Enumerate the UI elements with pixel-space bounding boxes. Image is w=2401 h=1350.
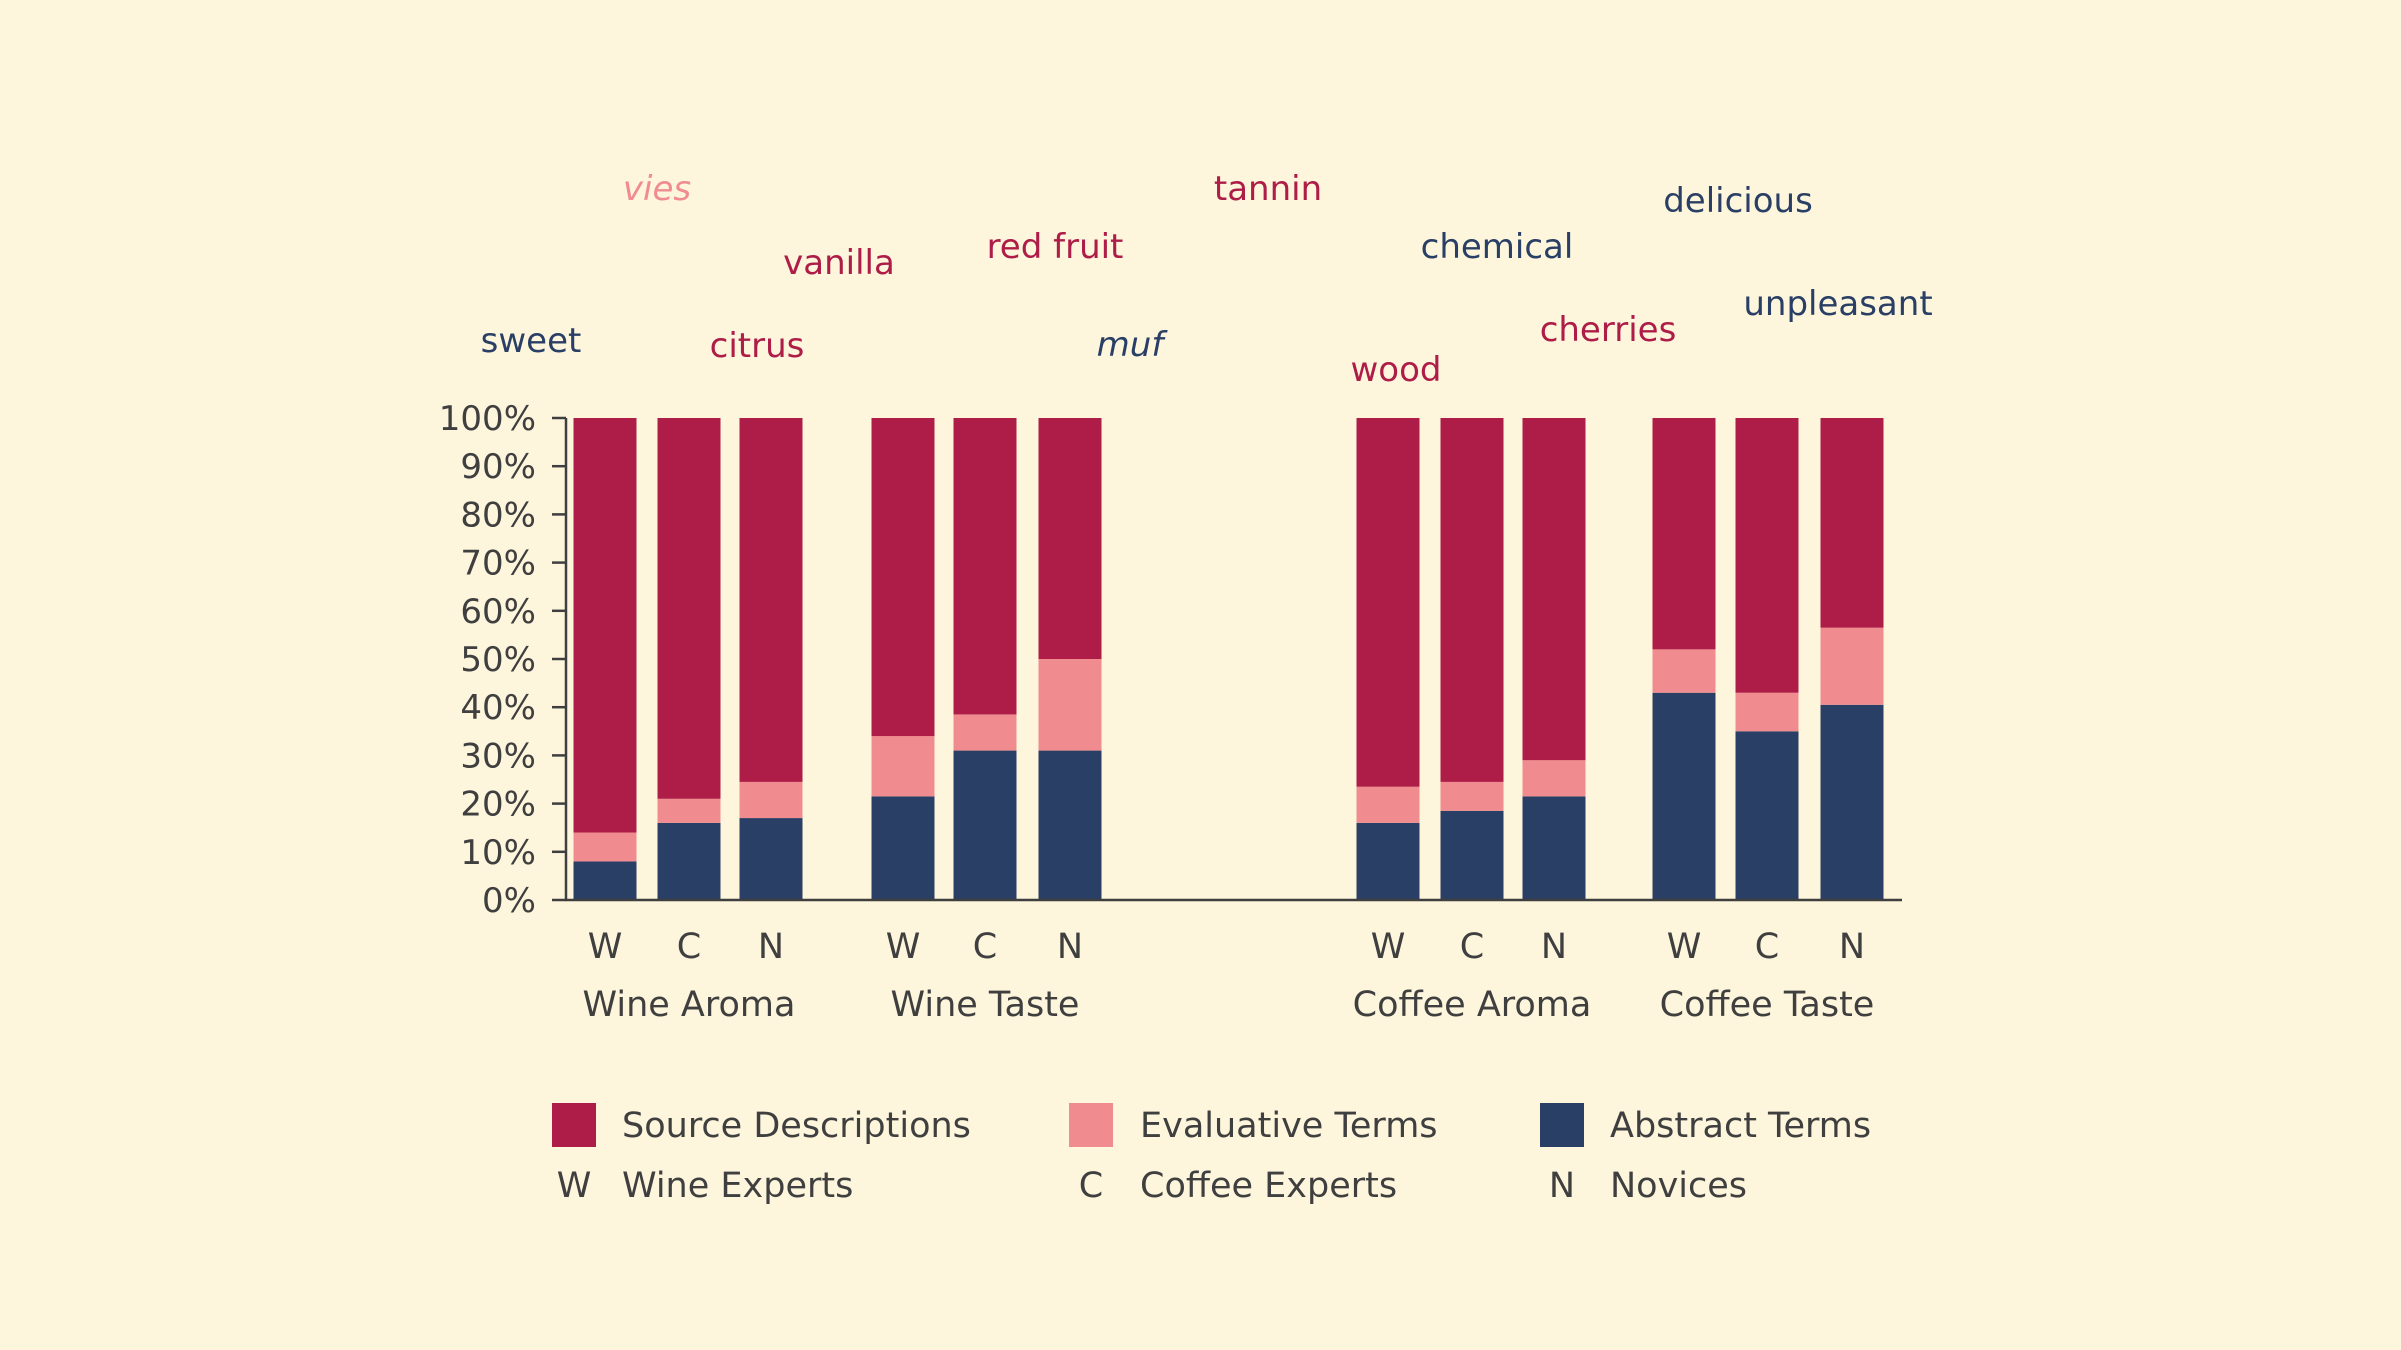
bar-segment-abstract-terms (1820, 704, 1884, 900)
x-tick-label: N (1057, 927, 1083, 967)
legend-label: Source Descriptions (622, 1106, 971, 1146)
bar-segment-source-descriptions (871, 418, 935, 737)
y-tick-label: 10% (460, 833, 536, 873)
x-tick-label: N (1839, 927, 1865, 967)
word-annotation: red fruit (987, 227, 1124, 267)
bar-segment-abstract-terms (953, 750, 1017, 900)
group-label: Coffee Aroma (1353, 985, 1592, 1025)
legend-swatch (1540, 1103, 1584, 1147)
legend-key: C (1079, 1166, 1103, 1206)
bar-segment-abstract-terms (1038, 750, 1102, 900)
legend-swatch (1069, 1103, 1113, 1147)
y-axis: 0% 10% 20% 30% 40% 50% 60% 70% 80% 90% 100% (439, 399, 568, 921)
bar-segment-abstract-terms (657, 822, 721, 900)
bar-segment-evaluative-terms (871, 736, 935, 797)
bar-segment-abstract-terms (1735, 731, 1799, 900)
bar-segment-abstract-terms (1522, 796, 1586, 900)
word-annotation: chemical (1421, 227, 1574, 267)
bar-segment-abstract-terms (871, 796, 935, 900)
word-annotation: muf (1097, 325, 1169, 365)
bar-segment-evaluative-terms (1440, 781, 1504, 811)
bar-segment-evaluative-terms (573, 832, 637, 862)
y-tick-label: 50% (460, 640, 536, 680)
x-tick-label: C (973, 927, 997, 967)
y-tick-label: 80% (460, 495, 536, 535)
legend-label: Evaluative Terms (1140, 1106, 1438, 1146)
bars (573, 418, 1884, 900)
y-tick-label: 60% (460, 592, 536, 632)
bar-segment-source-descriptions (1820, 418, 1884, 628)
y-tick-label: 0% (482, 881, 536, 921)
group-label: Wine Aroma (583, 985, 796, 1025)
group-label: Coffee Taste (1660, 985, 1875, 1025)
bar-segment-evaluative-terms (657, 798, 721, 823)
x-axis: W C N Wine Aroma W C N Wine Taste W C N Coffee Arom… (565, 898, 1902, 1025)
word-annotation: sweet (481, 321, 582, 361)
bar-segment-abstract-terms (1652, 692, 1716, 900)
y-tick-label: 100% (439, 399, 536, 439)
bar-segment-evaluative-terms (739, 781, 803, 819)
x-tick-label: N (758, 927, 784, 967)
y-tick-label: 90% (460, 447, 536, 487)
bar-segment-evaluative-terms (1522, 760, 1586, 797)
legend-key: N (1549, 1166, 1575, 1206)
group-label: Wine Taste (891, 985, 1080, 1025)
y-tick-label: 20% (460, 785, 536, 825)
bar-segment-source-descriptions (739, 418, 803, 782)
legend-key: W (557, 1166, 592, 1206)
legend-label: Coffee Experts (1140, 1166, 1397, 1206)
word-annotation: wood (1351, 350, 1442, 390)
word-annotation: tannin (1214, 169, 1322, 209)
bar-segment-source-descriptions (1038, 418, 1102, 659)
bar-segment-source-descriptions (953, 418, 1017, 715)
y-tick-label: 40% (460, 688, 536, 728)
bar-segment-source-descriptions (1522, 418, 1586, 761)
bar-segment-source-descriptions (1735, 418, 1799, 693)
bar-segment-evaluative-terms (1356, 786, 1420, 823)
x-tick-label: W (886, 927, 921, 967)
x-tick-label: W (1667, 927, 1702, 967)
bar-segment-source-descriptions (1356, 418, 1420, 787)
x-tick-label: C (1460, 927, 1484, 967)
x-tick-label: C (1755, 927, 1779, 967)
bar-segment-evaluative-terms (1820, 627, 1884, 705)
word-annotation: vanilla (783, 243, 895, 283)
bar-segment-evaluative-terms (1652, 649, 1716, 693)
x-tick-label: W (588, 927, 623, 967)
y-tick-label: 30% (460, 736, 536, 776)
legend-label: Wine Experts (622, 1166, 853, 1206)
word-annotation: vies (623, 169, 691, 209)
bar-segment-source-descriptions (573, 418, 637, 833)
word-annotation: unpleasant (1743, 284, 1932, 324)
legend-label: Novices (1610, 1166, 1747, 1206)
bar-segment-evaluative-terms (953, 714, 1017, 751)
bar-segment-abstract-terms (1440, 810, 1504, 900)
bar-segment-evaluative-terms (1735, 692, 1799, 732)
word-annotation: citrus (710, 326, 805, 366)
bar-segment-abstract-terms (573, 861, 637, 900)
bar-segment-source-descriptions (1652, 418, 1716, 650)
bar-segment-abstract-terms (1356, 822, 1420, 900)
legend-swatch (552, 1103, 596, 1147)
bar-segment-source-descriptions (657, 418, 721, 799)
x-tick-label: W (1371, 927, 1406, 967)
bar-segment-abstract-terms (739, 818, 803, 900)
x-tick-label: C (677, 927, 701, 967)
y-tick-label: 70% (460, 544, 536, 584)
x-tick-label: N (1541, 927, 1567, 967)
bar-segment-source-descriptions (1440, 418, 1504, 782)
bar-segment-evaluative-terms (1038, 659, 1102, 751)
legend: Source Descriptions Evaluative Terms Abstr… (552, 1103, 1871, 1206)
legend-label: Abstract Terms (1610, 1106, 1871, 1146)
word-annotation: cherries (1540, 310, 1677, 350)
word-annotations: vies tannin delicious vanilla red fruit chemi… (481, 169, 1933, 390)
word-annotation: delicious (1663, 181, 1813, 221)
